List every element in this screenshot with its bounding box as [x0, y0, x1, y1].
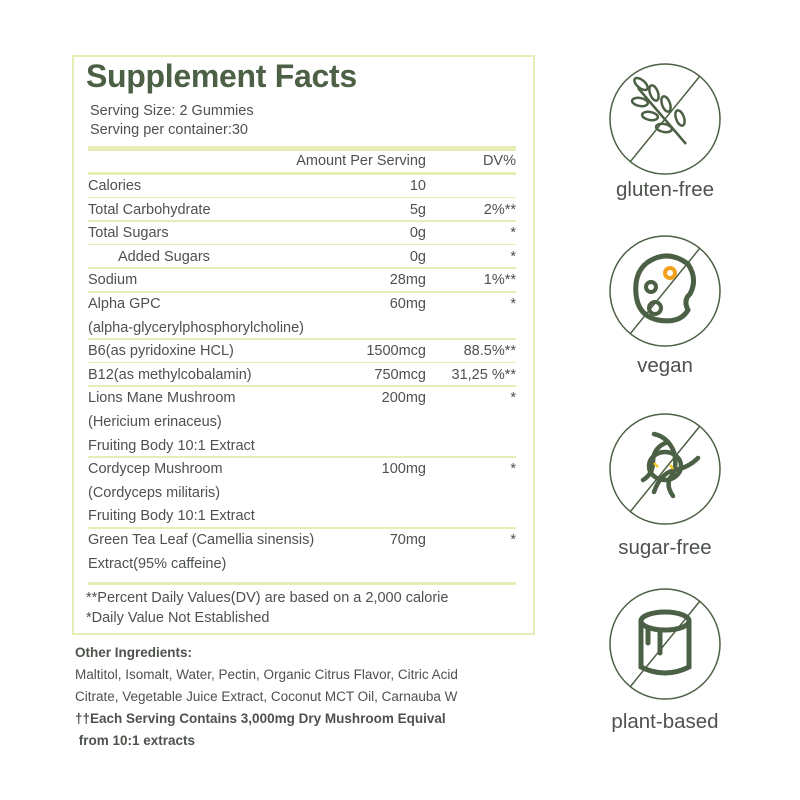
nutrient-detail: (Hericium erinaceus): [88, 413, 222, 430]
nutrient-dv: *: [510, 461, 516, 478]
nutrient-amount: 0g: [409, 225, 426, 242]
nutrient-dv: 88.5%**: [463, 343, 516, 360]
nutrient-name: B12(as methylcobalamin): [88, 366, 252, 383]
nutrient-row: Alpha GPC (alpha-glycerylphosphorylcholin…: [88, 292, 516, 339]
nutrient-dv: 1%**: [483, 272, 516, 289]
panel-title: Supplement Facts: [86, 58, 357, 94]
gelatin-crossed-icon: [609, 588, 721, 700]
nutrient-name: Lions Mane Mushroom: [88, 390, 236, 407]
nutrient-row: B12(as methylcobalamin) 750mcg 31,25 %**: [88, 363, 516, 387]
nutrient-amount: 750mcg: [374, 366, 426, 383]
nutrient-amount: 1500mcg: [366, 343, 426, 360]
nutrient-name: Total Sugars: [88, 225, 169, 242]
nutrient-amount: 200mg: [381, 390, 426, 407]
row-divider: [88, 220, 516, 222]
nutrient-name: Sodium: [88, 272, 138, 289]
row-divider: [88, 456, 516, 458]
nutrient-amount: 28mg: [389, 272, 426, 289]
nutrient-amount: 100mg: [381, 461, 426, 478]
serving-size: Serving Size: 2 Gummies: [90, 103, 254, 119]
nutrient-name: Total Carbohydrate: [88, 201, 211, 218]
mushroom-note: ††Each Serving Contains 3,000mg Dry Mush…: [75, 711, 446, 726]
nutrient-row: Sodium 28mg 1%**: [88, 268, 516, 292]
badge-label-vegan: vegan: [637, 354, 693, 377]
nutrient-dv: 31,25 %**: [451, 366, 517, 383]
nutrient-amount: 10: [409, 178, 426, 194]
footnote-dv: **Percent Daily Values(DV) are based on …: [86, 590, 449, 606]
nutrient-detail: (Cordyceps militaris): [88, 484, 221, 501]
badge-label-gluten-free: gluten-free: [615, 178, 714, 201]
palette-crossed-icon: [609, 235, 721, 347]
nutrient-row: Cordycep Mushroom (Cordyceps militaris) Fr…: [88, 457, 516, 528]
row-divider: [88, 267, 516, 269]
nutrient-row: Total Carbohydrate 5g 2%**: [88, 198, 516, 222]
nutrient-detail: Fruiting Body 10:1 Extract: [88, 508, 255, 525]
divider: [88, 146, 516, 151]
nutrient-dv: *: [510, 296, 516, 312]
footnote-not-established: *Daily Value Not Established: [86, 610, 270, 626]
header-row: Amount Per Serving DV%: [88, 149, 516, 173]
nutrient-dv: *: [510, 225, 516, 242]
row-divider: [88, 361, 516, 364]
nutrient-row: Calories 10: [88, 174, 516, 198]
nutrient-name: Added Sugars: [118, 248, 210, 265]
row-divider: [88, 338, 516, 340]
nutrient-dv: 2%**: [483, 201, 516, 218]
dv-header: DV%: [482, 153, 516, 169]
divider: [88, 172, 516, 175]
nutrient-name: Green Tea Leaf (Camellia sinensis): [88, 532, 315, 548]
wheat-crossed-icon: [609, 63, 721, 175]
nutrient-detail: (alpha-glycerylphosphorylcholine): [88, 319, 304, 336]
other-ingredients-line: Maltitol, Isomalt, Water, Pectin, Organi…: [75, 667, 458, 682]
mushroom-note: from 10:1 extracts: [75, 733, 196, 748]
nutrient-detail: Extract(95% caffeine): [88, 555, 227, 572]
badge-label-plant-based: plant-based: [611, 710, 719, 733]
supplement-facts-panel: [72, 55, 535, 635]
candy-crossed-icon: [609, 413, 721, 525]
nutrient-name: Cordycep Mushroom: [88, 461, 223, 478]
other-ingredients-heading: Other Ingredients:: [75, 645, 193, 660]
nutrient-name: Alpha GPC: [88, 296, 161, 312]
other-ingredients-line: Citrate, Vegetable Juice Extract, Coconu…: [75, 689, 458, 704]
row-divider: [88, 243, 516, 246]
row-divider: [88, 291, 516, 293]
divider: [88, 582, 516, 585]
nutrient-amount: 0g: [409, 248, 426, 265]
nutrient-name: Calories: [88, 178, 142, 194]
nutrient-row: B6(as pyridoxine HCL) 1500mcg 88.5%**: [88, 339, 516, 363]
nutrient-row: Total Sugars 0g *: [88, 221, 516, 245]
row-divider: [88, 527, 516, 529]
nutrient-amount: 70mg: [389, 532, 426, 548]
nutrient-dv: *: [510, 532, 516, 548]
row-divider: [88, 385, 516, 387]
nutrient-dv: *: [510, 248, 516, 265]
badge-label-sugar-free: sugar-free: [618, 536, 712, 559]
nutrient-row: Added Sugars 0g *: [88, 245, 516, 269]
nutrient-dv: *: [510, 390, 516, 407]
nutrient-row: Green Tea Leaf (Camellia sinensis) Extrac…: [88, 528, 516, 575]
nutrient-amount: 5g: [409, 201, 426, 218]
nutrient-amount: 60mg: [389, 296, 426, 312]
row-divider: [88, 196, 516, 199]
amount-header: Amount Per Serving: [296, 153, 426, 169]
nutrient-row: Lions Mane Mushroom (Hericium erinaceus) F…: [88, 386, 516, 457]
nutrient-detail: Fruiting Body 10:1 Extract: [88, 437, 255, 454]
servings-per-container: Serving per container:30: [90, 122, 248, 138]
nutrient-name: B6(as pyridoxine HCL): [88, 343, 234, 360]
